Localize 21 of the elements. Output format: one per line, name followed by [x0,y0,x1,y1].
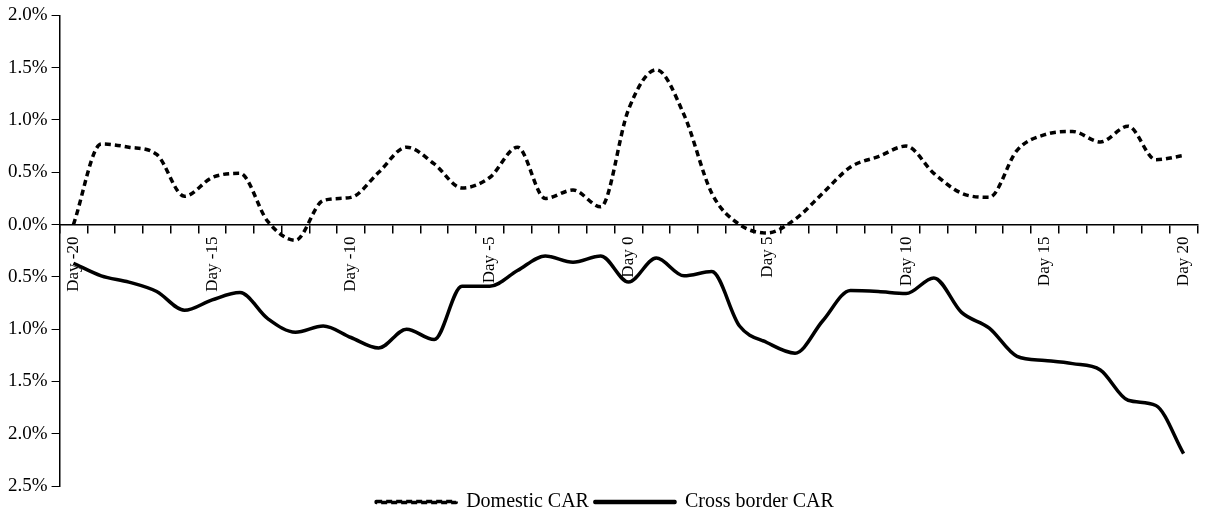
y-tick-label: 2.5% [8,473,48,495]
legend-label: Domestic CAR [466,489,590,512]
x-tick-label: Day 20 [1173,236,1193,287]
x-tick-label: Day 0 [617,236,637,278]
y-tick-label: 1.0% [8,317,48,339]
y-tick-label: 1.5% [8,55,48,77]
y-tick-label: 0.5% [8,264,48,286]
y-tick-label: 0.0% [8,212,48,234]
y-tick-label: 2.0% [8,3,48,25]
y-tick-label: 1.0% [8,107,48,129]
x-tick-label: Day 15 [1034,236,1054,287]
x-tick-label: Day -5 [479,236,499,284]
x-tick-label: Day 5 [756,236,776,278]
x-tick-label: Day -15 [201,236,221,292]
y-tick-label: 2.0% [8,421,48,443]
x-tick-label: Day 10 [895,236,915,287]
x-tick-label: Day -20 [62,236,82,292]
x-tick-label: Day -10 [340,236,360,292]
y-tick-label: 0.5% [8,160,48,182]
legend-label: Cross border CAR [684,489,835,512]
y-tick-label: 1.5% [8,369,48,391]
